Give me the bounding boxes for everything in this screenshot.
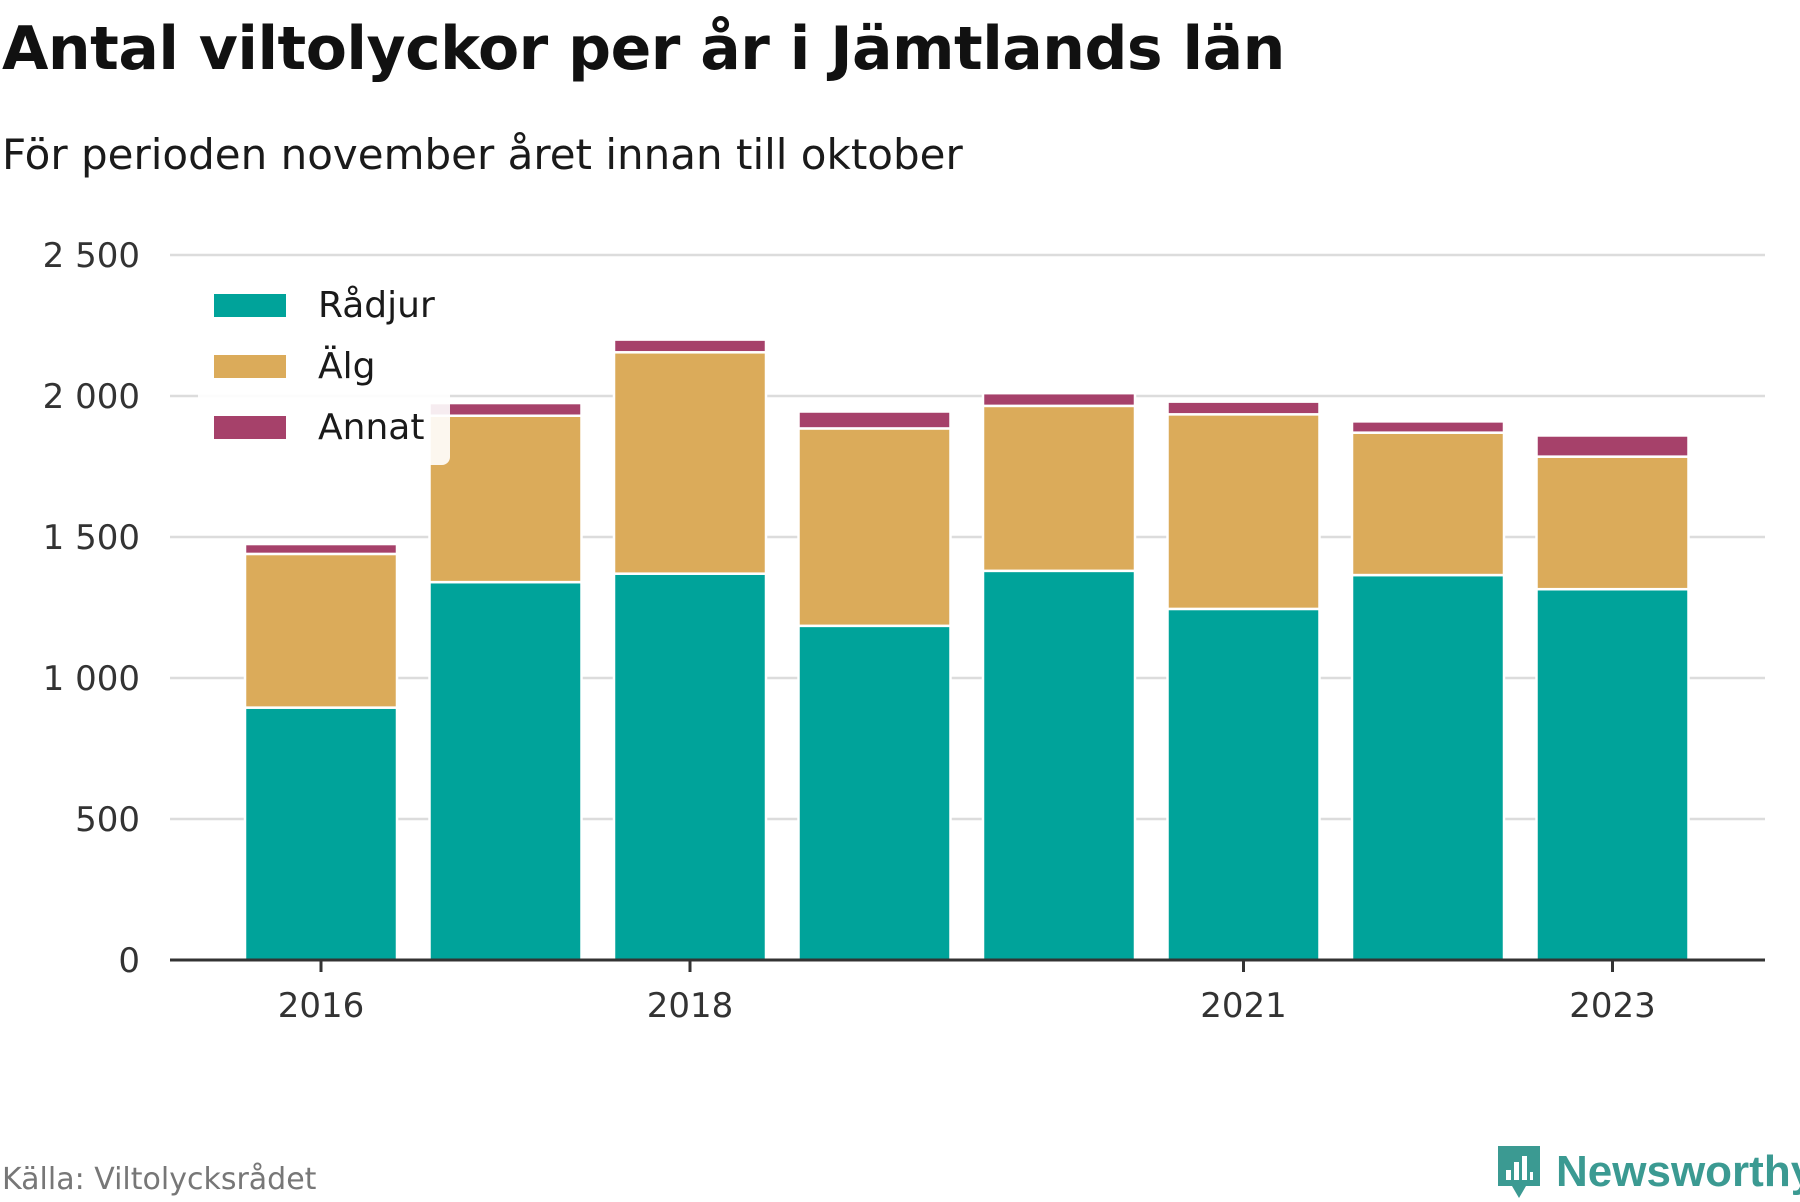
bar-rådjur-2021 <box>1166 607 1321 962</box>
bar-annat-2017 <box>428 401 583 417</box>
legend-swatch-rådjur <box>214 294 286 317</box>
bar-älg-2018 <box>612 351 768 575</box>
bars <box>243 338 1690 962</box>
bar-annat-2018 <box>612 338 768 354</box>
bar-älg-2022 <box>1350 431 1506 577</box>
bar-annat-2016 <box>243 542 399 556</box>
bar-annat-2019 <box>797 410 952 430</box>
chart-title: Antal viltolyckor per år i Jämtlands län <box>2 14 1285 84</box>
x-tick-label: 2016 <box>278 986 365 1026</box>
bar-rådjur-2020 <box>981 569 1137 962</box>
bar-rådjur-2019 <box>797 624 952 962</box>
y-tick-label: 0 <box>118 941 140 981</box>
legend-label-annat: Annat <box>318 407 424 448</box>
bar-rådjur-2016 <box>243 706 399 962</box>
bar-annat-2022 <box>1350 420 1506 434</box>
brand: Newsworthy <box>1494 1142 1800 1202</box>
bar-älg-2023 <box>1535 455 1690 591</box>
y-tick-label: 2 500 <box>43 236 140 276</box>
bar-rådjur-2022 <box>1350 573 1506 962</box>
legend-label-rådjur: Rådjur <box>318 285 435 326</box>
legend: Rådjur Älg Annat <box>198 260 450 465</box>
bar-älg-2021 <box>1166 413 1321 611</box>
bar-älg-2020 <box>981 404 1137 573</box>
x-tick-label: 2021 <box>1200 986 1287 1026</box>
bar-rådjur-2018 <box>612 572 768 962</box>
y-tick-label: 1 000 <box>43 659 140 699</box>
x-tick-label: 2018 <box>647 986 734 1026</box>
bar-älg-2017 <box>428 414 583 584</box>
legend-swatch-annat <box>214 416 286 439</box>
bar-annat-2023 <box>1535 434 1690 458</box>
bar-annat-2021 <box>1166 400 1321 416</box>
newsworthy-logo-icon <box>1498 1146 1540 1198</box>
y-tick-label: 1 500 <box>43 518 140 558</box>
legend-swatch-älg <box>214 355 286 378</box>
bar-älg-2019 <box>797 427 952 628</box>
bar-rådjur-2017 <box>428 580 583 962</box>
y-tick-label: 2 000 <box>43 377 140 417</box>
x-axis: 2016 2018 2021 2023 <box>170 958 1765 1026</box>
bar-rådjur-2023 <box>1535 587 1690 962</box>
chart-subtitle: För perioden november året innan till ok… <box>2 130 963 179</box>
source-note: Källa: Viltolycksrådet <box>2 1162 317 1197</box>
bar-annat-2020 <box>981 391 1137 408</box>
y-axis-ticks: 0 500 1 000 1 500 2 000 2 500 <box>43 236 140 981</box>
bar-älg-2016 <box>243 552 399 709</box>
x-tick-label: 2023 <box>1569 986 1656 1026</box>
legend-label-älg: Älg <box>318 345 375 387</box>
y-tick-label: 500 <box>75 800 140 840</box>
brand-name: Newsworthy <box>1556 1147 1800 1196</box>
